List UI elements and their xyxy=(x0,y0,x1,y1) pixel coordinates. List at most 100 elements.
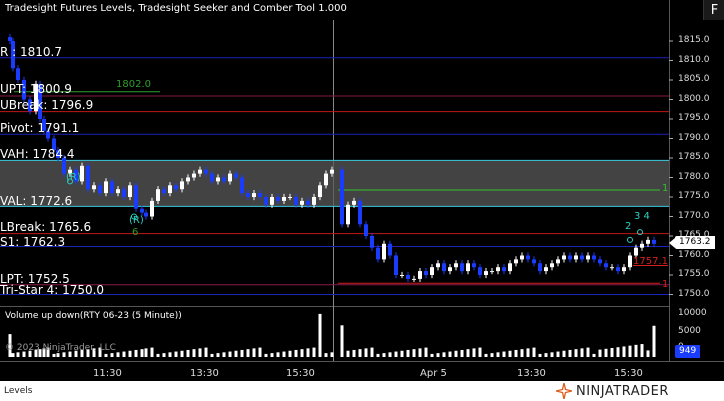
candle-body xyxy=(442,263,446,272)
volume-bar xyxy=(400,350,404,357)
volume-bar xyxy=(222,352,226,357)
candle-body xyxy=(264,197,268,205)
candle-body xyxy=(92,185,96,190)
volume-bar xyxy=(240,349,244,357)
candle-body xyxy=(472,263,476,268)
current-volume-badge: 949 xyxy=(675,345,701,358)
level-label-ubreak: UBreak: 1796.9 xyxy=(0,98,94,112)
volume-bar xyxy=(156,353,160,357)
volume-bar xyxy=(11,353,15,357)
candle-body xyxy=(140,208,144,213)
volume-bar xyxy=(514,349,518,357)
candle-body xyxy=(198,169,202,174)
tab-levels[interactable]: Levels xyxy=(4,386,33,396)
candle-body xyxy=(222,177,226,182)
candle-body xyxy=(616,267,620,272)
candle-body xyxy=(318,185,322,197)
time-axis-tick: 13:30 xyxy=(190,368,219,379)
volume-bar xyxy=(460,349,464,357)
volume-bar xyxy=(496,352,500,357)
candle-body xyxy=(42,119,46,131)
volume-bar xyxy=(562,350,566,357)
sequence-count-label: 3 4 xyxy=(634,211,650,222)
volume-bar xyxy=(294,349,298,357)
volume-bar xyxy=(622,346,626,357)
price-axis-tick: 1790.0 xyxy=(678,132,710,143)
price-axis-tick: 1765.0 xyxy=(678,230,710,240)
signal-marker xyxy=(637,229,643,236)
candle-body xyxy=(192,173,196,178)
volume-axis-tick: 10000 xyxy=(678,308,707,318)
volume-bar xyxy=(46,347,50,357)
volume-bar xyxy=(634,344,638,357)
candle-body xyxy=(586,255,590,260)
time-axis-tick: Apr 5 xyxy=(420,368,447,379)
volume-bar xyxy=(80,349,84,357)
candle-body xyxy=(306,200,310,205)
volume-bar xyxy=(198,348,202,357)
candle-body xyxy=(634,247,638,256)
volume-bar xyxy=(330,352,334,357)
candle-body xyxy=(508,263,512,272)
candle-body xyxy=(252,193,256,197)
signal-marker xyxy=(131,213,137,220)
candle-body xyxy=(400,275,404,276)
candle-body xyxy=(330,169,334,174)
candle-body xyxy=(186,177,190,182)
candle-body xyxy=(300,200,304,205)
reversal-label: (R) xyxy=(66,172,81,183)
candle-body xyxy=(394,255,398,275)
candle-body xyxy=(496,267,500,272)
candle-body xyxy=(604,263,608,268)
candle-body xyxy=(646,239,650,244)
volume-bar xyxy=(652,325,656,357)
fullscreen-button[interactable]: F xyxy=(703,0,724,20)
candle-body xyxy=(424,271,428,275)
time-axis-tick: 11:30 xyxy=(93,368,122,379)
level-label-upt: UPT: 1800.9 xyxy=(0,82,72,96)
volume-bar xyxy=(128,350,132,357)
volume-bar xyxy=(228,351,232,357)
volume-bar xyxy=(168,352,172,357)
volume-bar xyxy=(246,349,250,357)
candle-body xyxy=(122,189,126,197)
candle-body xyxy=(276,197,280,201)
candle-body xyxy=(370,236,374,248)
volume-bar xyxy=(162,353,166,357)
level-label-vah: VAH: 1784.4 xyxy=(0,147,75,161)
price-axis-tick: 1800.0 xyxy=(678,93,710,104)
volume-bar xyxy=(352,349,356,357)
volume-bar xyxy=(364,348,368,357)
candle-body xyxy=(466,263,470,272)
candle-body xyxy=(180,181,184,190)
candle-body xyxy=(216,177,220,182)
candle-body xyxy=(234,173,238,178)
volume-bar xyxy=(34,349,38,357)
candle-body xyxy=(246,193,250,197)
volume-bar xyxy=(610,348,614,357)
volume-bar xyxy=(472,348,476,357)
reversal-label: (R) xyxy=(129,215,144,226)
candle-body xyxy=(98,185,102,194)
level-label-lpt: LPT: 1752.5 xyxy=(0,272,70,286)
volume-bar xyxy=(216,353,220,357)
volume-bar xyxy=(16,352,20,357)
volume-bar xyxy=(646,350,650,357)
volume-bar xyxy=(104,353,108,357)
volume-bar xyxy=(532,347,536,357)
volume-bar xyxy=(550,352,554,357)
volume-bar xyxy=(42,348,46,357)
bear-price-label: 1757.1 xyxy=(633,256,668,267)
volume-bar xyxy=(520,349,524,357)
level-label-val: VAL: 1772.6 xyxy=(0,194,73,208)
candle-body xyxy=(324,173,328,186)
volume-bar xyxy=(580,348,584,357)
volume-bar xyxy=(424,347,428,357)
candle-body xyxy=(502,267,506,272)
volume-bar xyxy=(382,353,386,357)
candle-body xyxy=(514,259,518,264)
volume-bar xyxy=(448,351,452,357)
candle-body xyxy=(62,158,66,174)
candle-body xyxy=(436,263,440,268)
